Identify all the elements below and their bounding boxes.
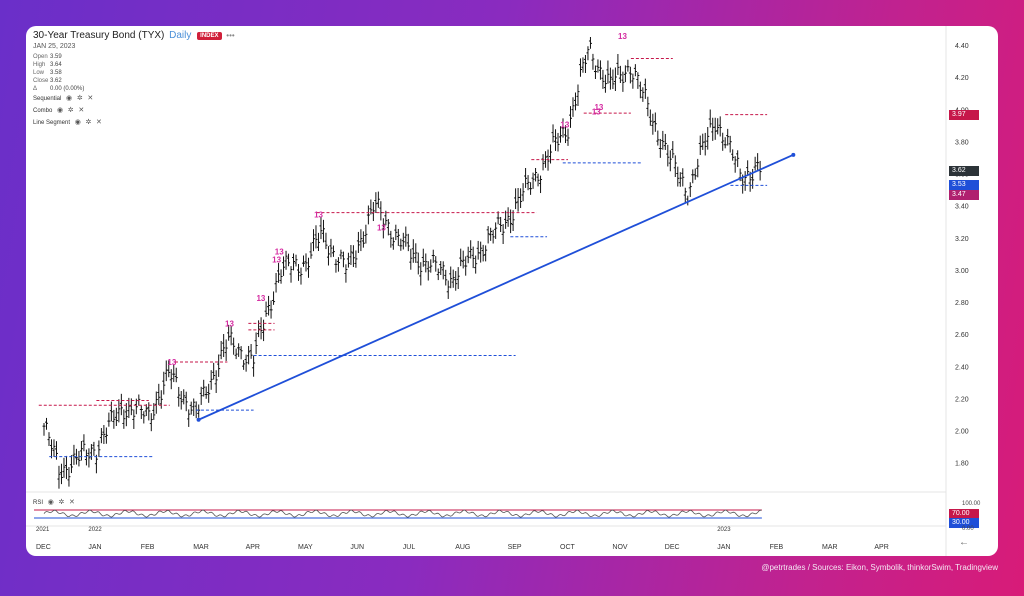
countdown-13-label: 13 — [594, 103, 603, 112]
rsi-label: RSI — [33, 500, 44, 506]
ohlc-close: Close 3.62 — [33, 78, 62, 84]
eye-icon[interactable]: ◉ — [66, 95, 73, 102]
trendline — [198, 153, 794, 421]
study-label: Line Segment — [33, 120, 71, 126]
rsi-axis-bottom: 0.00 — [962, 526, 974, 532]
price-tag-lower: 3.47 — [949, 190, 979, 200]
y-tick-label: 2.60 — [955, 332, 969, 339]
gear-icon[interactable]: ✲ — [76, 95, 83, 102]
x-tick-label: FEB — [141, 544, 155, 551]
rsi-tag-upper: 70.00 — [949, 509, 979, 519]
countdown-13-label: 13 — [167, 358, 176, 367]
price-chart[interactable]: 1.802.002.202.402.602.803.003.203.403.60… — [26, 26, 998, 556]
x-tick-label: MAR — [193, 544, 209, 551]
index-badge: INDEX — [197, 32, 222, 40]
countdown-13-label: 13 — [272, 255, 281, 264]
y-tick-label: 2.40 — [955, 364, 969, 371]
y-tick-label: 2.20 — [955, 396, 969, 403]
countdown-13-label: 13 — [275, 247, 284, 256]
study-combo[interactable]: Combo ◉ ✲ ✕ — [33, 106, 84, 114]
y-tick-label: 2.80 — [955, 300, 969, 307]
gear-icon[interactable]: ✲ — [58, 499, 65, 506]
bar-date: JAN 25, 2023 — [33, 43, 76, 50]
year-label: 2022 — [88, 527, 102, 533]
y-tick-label: 3.80 — [955, 139, 969, 146]
close-icon[interactable]: ✕ — [96, 119, 102, 126]
price-tag-last: 3.62 — [949, 166, 979, 176]
x-tick-label: AUG — [455, 544, 470, 551]
x-tick-label: APR — [874, 544, 888, 551]
price-tag-resistance: 3.97 — [949, 110, 979, 120]
year-label: 2021 — [36, 527, 50, 533]
rsi-pane-header[interactable]: RSI ◉ ✲ ✕ — [33, 498, 75, 506]
countdown-13-label: 13 — [377, 223, 386, 232]
gear-icon[interactable]: ✲ — [85, 119, 92, 126]
y-tick-label: 3.00 — [955, 268, 969, 275]
countdown-13-label: 13 — [225, 320, 234, 329]
chart-header: 30-Year Treasury Bond (TYX) Daily INDEX … — [33, 30, 235, 41]
close-icon[interactable]: ✕ — [69, 499, 75, 506]
x-tick-label: SEP — [508, 544, 522, 551]
rsi-tag-lower: 30.00 — [949, 518, 979, 528]
x-tick-label: FEB — [770, 544, 784, 551]
gear-icon[interactable]: ✲ — [67, 107, 74, 114]
source-attribution: @petrtrades / Sources: Eikon, Symbolik, … — [761, 563, 998, 572]
ohlc-low: Low 3.58 — [33, 70, 62, 76]
y-tick-label: 3.20 — [955, 236, 969, 243]
y-tick-label: 2.00 — [955, 428, 969, 435]
x-tick-label: DEC — [665, 544, 680, 551]
countdown-13-label: 13 — [618, 32, 627, 41]
eye-icon[interactable]: ◉ — [57, 107, 64, 114]
close-icon[interactable]: ✕ — [78, 107, 85, 114]
y-tick-label: 4.20 — [955, 75, 969, 82]
chart-card: 1.802.002.202.402.602.803.003.203.403.60… — [26, 26, 998, 556]
countdown-13-label: 13 — [314, 210, 323, 219]
study-line-segment[interactable]: Line Segment ◉ ✲ ✕ — [33, 118, 102, 126]
x-tick-label: MAY — [298, 544, 313, 551]
ohlc-legend: Open 3.59 High 3.64 Low 3.58 Close 3.62 Δ 0.0… — [33, 53, 84, 93]
more-menu-icon[interactable]: ••• — [226, 31, 235, 40]
countdown-13-label: 13 — [560, 121, 569, 130]
x-tick-label: JAN — [717, 544, 730, 551]
study-sequential[interactable]: Sequential ◉ ✲ ✕ — [33, 94, 93, 102]
rsi-line — [43, 509, 762, 518]
instrument-title: 30-Year Treasury Bond (TYX) — [33, 30, 165, 41]
y-tick-label: 4.40 — [955, 43, 969, 50]
ohlc-high: High 3.64 — [33, 62, 62, 68]
year-label: 2023 — [717, 527, 731, 533]
x-tick-label: JUN — [350, 544, 364, 551]
rsi-axis-top: 100.00 — [962, 501, 981, 507]
x-tick-label: MAR — [822, 544, 838, 551]
interval-label[interactable]: Daily — [169, 30, 192, 41]
countdown-13-label: 13 — [592, 108, 601, 117]
x-tick-label: APR — [246, 544, 260, 551]
ohlc-open: Open 3.59 — [33, 54, 62, 60]
x-tick-label: NOV — [612, 544, 628, 551]
x-tick-label: JUL — [403, 544, 416, 551]
ohlc-change: Δ 0.00 (0.00%) — [33, 86, 85, 92]
eye-icon[interactable]: ◉ — [47, 499, 54, 506]
x-tick-label: DEC — [36, 544, 51, 551]
close-icon[interactable]: ✕ — [87, 95, 94, 102]
study-label: Sequential — [33, 96, 62, 102]
x-tick-label: OCT — [560, 544, 576, 551]
eye-icon[interactable]: ◉ — [74, 119, 81, 126]
trendline-anchor — [791, 152, 796, 157]
study-label: Combo — [33, 108, 53, 114]
y-tick-label: 1.80 — [955, 461, 969, 468]
x-tick-label: JAN — [88, 544, 101, 551]
back-arrow-icon[interactable]: ← — [959, 537, 969, 548]
y-tick-label: 3.40 — [955, 204, 969, 211]
countdown-13-label: 13 — [256, 294, 265, 303]
trendline-anchor — [196, 417, 201, 422]
price-tag-support: 3.53 — [949, 180, 979, 190]
